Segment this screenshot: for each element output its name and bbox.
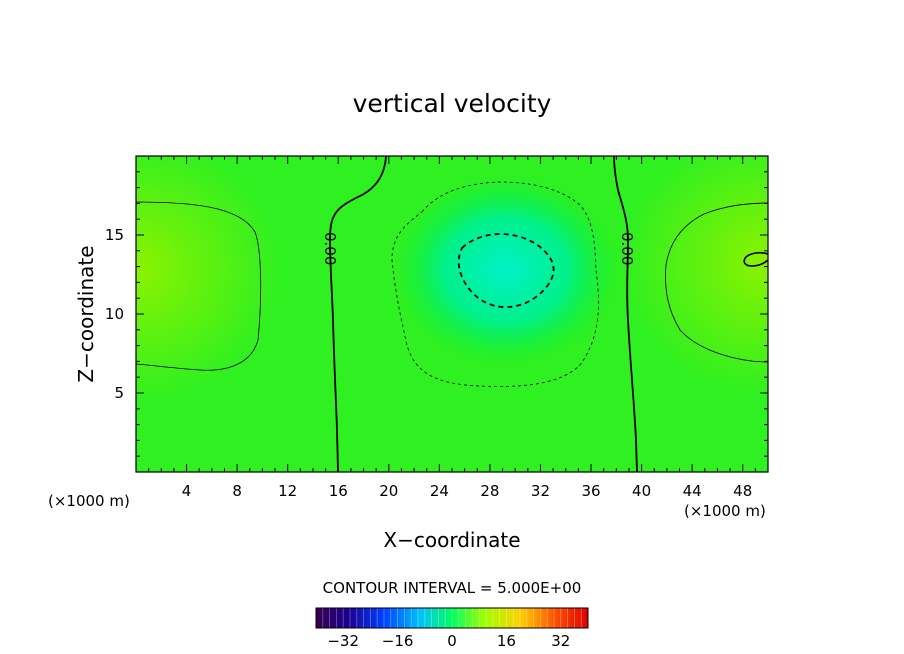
y-tick-labels: 5 10 15 — [105, 226, 124, 402]
x-tick-label: 36 — [581, 482, 600, 500]
colorbar-frame — [315, 607, 589, 629]
x-tick-label: 20 — [379, 482, 398, 500]
chart-title: vertical velocity — [353, 89, 552, 118]
field-layer — [136, 156, 768, 472]
colorbar-tick-label: 32 — [551, 632, 570, 650]
x-tick-label: 40 — [632, 482, 651, 500]
contour-label-right: 0.00 — [618, 232, 636, 265]
contour-pos-right — [665, 202, 768, 363]
colorbar-tick-label: 0 — [447, 632, 457, 650]
x-tick-labels: 4 8 12 16 20 24 28 32 36 40 44 48 — [182, 482, 752, 500]
contour-zero-right — [613, 156, 638, 472]
colorbar-tick-label: −16 — [382, 632, 414, 650]
x-tick-label: 12 — [278, 482, 297, 500]
contour-pos-left — [136, 201, 262, 371]
x-tick-label: 32 — [531, 482, 550, 500]
y-tick-label: 5 — [114, 384, 124, 402]
contour-labels: 0.00 0.00 — [321, 232, 636, 265]
x-tick-label: 28 — [480, 482, 499, 500]
contour-neg10 — [457, 233, 555, 308]
contour-pos10-right — [743, 251, 768, 267]
contour-zero-left — [329, 156, 387, 472]
colorbar-fill — [316, 608, 588, 628]
contour-neg5 — [391, 181, 599, 387]
colorbar-tick-label: 16 — [497, 632, 516, 650]
x-tick-label: 16 — [329, 482, 348, 500]
field-negative-center — [136, 156, 768, 472]
x-unit-left: (×1000 m) — [48, 492, 130, 510]
colorbar-tick-label: −32 — [327, 632, 359, 650]
y-axis-label: Z−coordinate — [74, 245, 98, 382]
y-tick-label: 10 — [105, 305, 124, 323]
colorbar: −32 −16 0 16 32 — [315, 607, 589, 650]
x-unit-right: (×1000 m) — [684, 502, 766, 520]
colorbar-stripes — [322, 608, 582, 628]
x-tick-label: 48 — [733, 482, 752, 500]
x-axis-label: X−coordinate — [383, 528, 520, 552]
x-tick-label: 4 — [182, 482, 192, 500]
x-tick-label: 8 — [232, 482, 242, 500]
axis-ticks — [136, 156, 768, 472]
contour-label-left: 0.00 — [321, 232, 339, 265]
x-tick-label: 24 — [430, 482, 449, 500]
y-tick-label: 15 — [105, 226, 124, 244]
colorbar-tick-labels: −32 −16 0 16 32 — [327, 632, 570, 650]
contour-interval-text: CONTOUR INTERVAL = 5.000E+00 — [323, 579, 582, 597]
x-tick-label: 44 — [683, 482, 702, 500]
